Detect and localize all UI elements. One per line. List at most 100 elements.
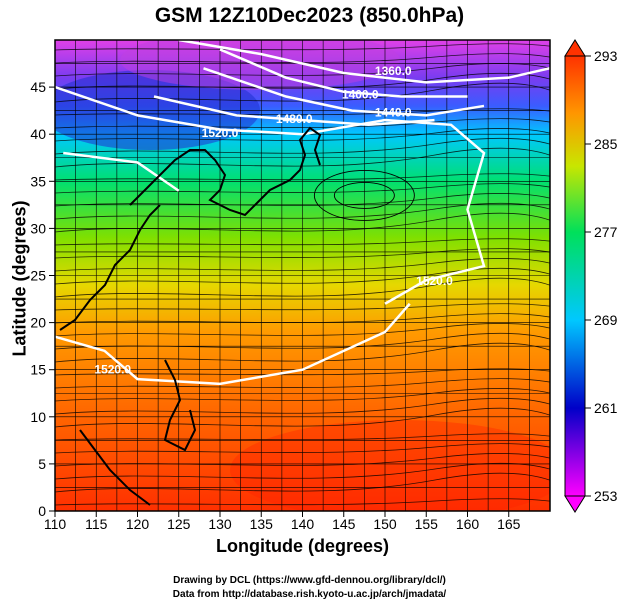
streamline [55, 248, 550, 259]
y-axis-label: Latitude (degrees) [9, 200, 30, 357]
coastline-china [59, 204, 161, 331]
contour-label: 1520.0 [202, 126, 239, 140]
streamline [55, 193, 550, 207]
streamline [55, 407, 550, 428]
colorbar-tick-label: 277 [594, 224, 618, 240]
streamline [55, 258, 550, 272]
streamline [55, 137, 550, 155]
contour-line [153, 95, 435, 127]
colorbar-tick-label: 253 [594, 488, 618, 504]
contour-label: 1520.0 [94, 362, 131, 376]
streamline [55, 433, 550, 441]
x-tick-label: 125 [167, 516, 191, 532]
contour-line [178, 40, 550, 84]
y-tick-label: 40 [30, 126, 46, 142]
streamline [55, 267, 550, 285]
colorbar-ticks: 253 261 269 277 285 293 [585, 48, 618, 504]
y-tick-label: 20 [30, 315, 46, 331]
x-tick-label: 110 [44, 516, 67, 532]
contour-label: 1480.0 [276, 112, 313, 126]
x-tick-label: 160 [456, 516, 480, 532]
colorbar-tick-label: 269 [594, 312, 618, 328]
x-tick-label: 120 [126, 516, 150, 532]
y-tick-label: 35 [30, 173, 46, 189]
height-contours: 1360.0 1400.0 1440.0 1480.0 1520.0 1520.0 1520… [55, 40, 550, 386]
coastline-borneo [79, 429, 151, 506]
contour-line [219, 48, 468, 98]
streamline [55, 238, 550, 246]
streamline [55, 378, 550, 389]
field-layer: 1360.0 1400.0 1440.0 1480.0 1520.0 1520.0 1520… [55, 40, 550, 511]
anticyclone-ring [333, 181, 395, 209]
colorbar: 253 261 269 277 285 293 [564, 39, 618, 513]
y-tick-label: 30 [30, 220, 46, 236]
contour-label: 1440.0 [375, 105, 412, 119]
streamline [55, 43, 550, 51]
colorbar-bottom-arrow [564, 495, 586, 513]
streamline [55, 72, 550, 90]
credit-line-1: Drawing by DCL (https://www.gfd-dennou.o… [173, 575, 446, 586]
streamline [55, 462, 550, 480]
y-tick-label: 25 [30, 268, 46, 284]
coastline-philippines [163, 359, 197, 452]
y-tick-label: 15 [30, 362, 46, 378]
streamline [55, 472, 550, 493]
streamline [55, 388, 550, 402]
y-tick-label: 45 [30, 79, 46, 95]
contour-line [63, 151, 180, 192]
y-axis: 0 5 10 15 20 25 30 35 40 45 [30, 79, 55, 519]
x-tick-label: 165 [497, 516, 521, 532]
colorbar-scale [564, 55, 586, 497]
cold-pool [55, 70, 260, 150]
y-tick-label: 10 [30, 409, 46, 425]
streamline [55, 277, 550, 298]
streamline [55, 53, 550, 64]
streamlines [55, 43, 550, 506]
contour-line [203, 67, 485, 117]
colorbar-tick-label: 285 [594, 136, 618, 152]
x-tick-label: 140 [291, 516, 315, 532]
coastline-japan [129, 126, 322, 217]
x-tick-label: 150 [373, 516, 397, 532]
x-tick-label: 155 [415, 516, 439, 532]
colorbar-top-arrow [564, 39, 586, 57]
contour-label: 1520.0 [416, 274, 453, 288]
contour-label: 1400.0 [342, 87, 379, 101]
streamline [55, 173, 550, 181]
x-tick-label: 130 [208, 516, 232, 532]
streamline [55, 212, 550, 233]
anticyclone-ring [313, 169, 415, 221]
streamline [55, 397, 550, 415]
x-axis: 110 115 120 125 130 135 140 145 150 155 160 165 [44, 511, 521, 532]
streamline [55, 342, 550, 363]
y-tick-label: 0 [38, 503, 46, 519]
y-tick-label: 5 [38, 456, 46, 472]
streamline [55, 118, 550, 129]
streamline [55, 128, 550, 142]
streamline [55, 82, 550, 103]
colorbar-tick-label: 261 [594, 400, 618, 416]
contour-line [55, 85, 486, 305]
streamline [55, 332, 550, 350]
warm-pool [230, 420, 550, 511]
cold-pool-north [120, 40, 400, 90]
streamline [55, 303, 550, 311]
grid-lines [55, 40, 550, 511]
x-tick-label: 145 [332, 516, 356, 532]
streamline [55, 147, 550, 168]
x-axis-label: Longitude (degrees) [215, 536, 389, 556]
streamline [55, 63, 550, 77]
x-tick-label: 135 [250, 516, 274, 532]
contour-line [55, 302, 411, 386]
streamline [55, 453, 550, 467]
colorbar-tick-label: 293 [594, 48, 618, 64]
contour-label: 1360.0 [375, 64, 412, 78]
streamline [55, 443, 550, 454]
streamline [55, 183, 550, 194]
streamline [55, 323, 550, 337]
credit-line-2: Data from http://database.rish.kyoto-u.a… [172, 589, 447, 600]
streamline [55, 202, 550, 220]
plot-title: GSM 12Z10Dec2023 (850.0hPa) [154, 4, 465, 27]
